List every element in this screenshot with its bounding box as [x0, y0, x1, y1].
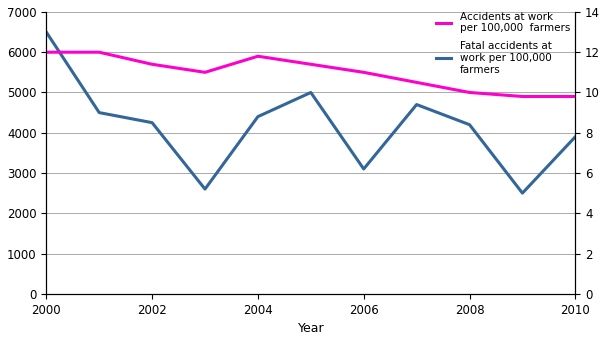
X-axis label: Year: Year	[297, 322, 324, 335]
Legend: Accidents at work
per 100,000  farmers, Fatal accidents at
work per 100,000
farm: Accidents at work per 100,000 farmers, F…	[436, 12, 570, 75]
